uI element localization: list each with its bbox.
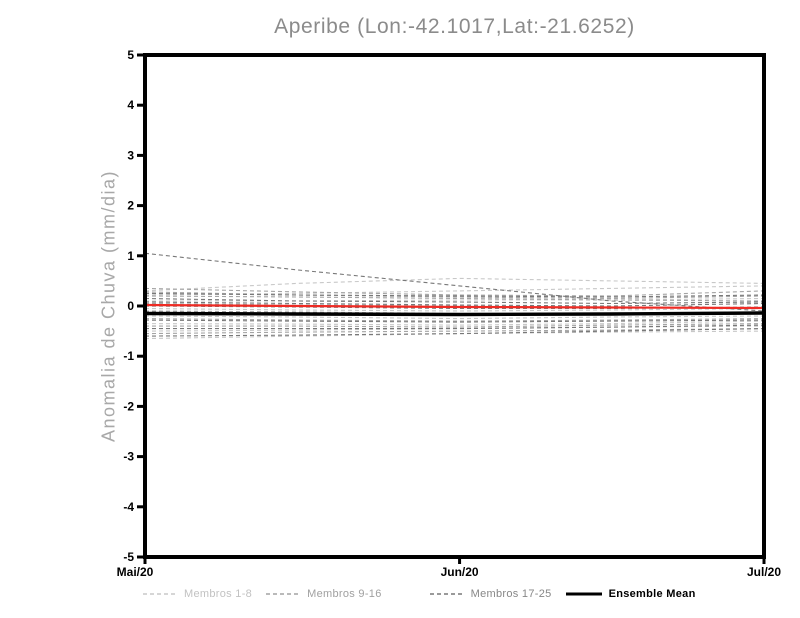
member-line-membro-13: [144, 318, 765, 322]
y-tick-label: -2: [123, 399, 134, 413]
x-tick-label: Jun/20: [441, 565, 479, 579]
y-tick-label: -4: [123, 500, 134, 514]
member-line-membro-4: [144, 307, 765, 312]
member-line-membro-19: [144, 297, 765, 305]
y-tick-label: 2: [127, 199, 134, 213]
y-tick-label: 4: [127, 98, 134, 112]
member-line-membro-7: [144, 325, 765, 332]
legend-label: Ensemble Mean: [608, 588, 696, 600]
y-tick-label: 3: [127, 148, 134, 162]
member-line-membro-10: [144, 295, 765, 302]
member-line-membro-25: [144, 301, 765, 307]
y-tick-label: 0: [127, 299, 134, 313]
member-line-membro-22: [144, 319, 765, 323]
x-tick-label: Jul/20: [747, 565, 781, 579]
member-line-membro-18: [144, 292, 765, 298]
member-line-membro-6: [144, 320, 765, 326]
member-line-membro-17: [144, 252, 765, 312]
legend-label: Membros 1-8: [184, 588, 253, 600]
dashed-line-swatch-light: [143, 593, 177, 595]
chart-title: Aperibe (Lon:-42.1017,Lat:-21.6252): [274, 15, 635, 38]
member-line-membro-24: [144, 328, 765, 337]
ensemble-mean-line: [144, 311, 765, 317]
member-line-membro-23: [145, 324, 765, 330]
member-line-membro-12: [144, 310, 765, 315]
zero-reference-line: [144, 303, 765, 310]
dashed-line-swatch-medium: [266, 593, 301, 595]
member-line-membro-8: [144, 330, 765, 340]
y-tick-label: 1: [127, 249, 134, 263]
member-line-membro-11: [144, 302, 765, 310]
member-line-membro-3: [145, 297, 765, 302]
member-line-membro-5: [144, 315, 765, 320]
x-tick-label: Mai/20: [117, 565, 154, 579]
member-line-membro-14: [145, 323, 765, 328]
legend-item-membros-9-16: Membros 9-16: [266, 588, 382, 600]
legend-label: Membros 9-16: [307, 588, 382, 600]
legend-item-ensemble-mean: Ensemble Mean: [565, 588, 696, 600]
y-tick-label: -5: [123, 550, 134, 564]
member-line-membro-15: [144, 328, 765, 335]
legend-label: Membros 17-25: [470, 588, 552, 600]
y-tick-label: -1: [123, 349, 134, 363]
member-line-membro-9: [144, 287, 765, 297]
solid-line-swatch-black: [565, 592, 602, 596]
dashed-line-swatch-dark: [429, 593, 464, 595]
y-tick-label: -3: [123, 450, 134, 464]
legend: Membros 1-8 Membros 9-16 Membros 17-25 E…: [143, 586, 696, 602]
member-line-membro-1: [144, 277, 765, 292]
legend-item-membros-1-8: Membros 1-8: [143, 588, 252, 600]
legend-item-membros-17-25: Membros 17-25: [429, 588, 552, 600]
y-tick-label: 5: [127, 48, 134, 62]
